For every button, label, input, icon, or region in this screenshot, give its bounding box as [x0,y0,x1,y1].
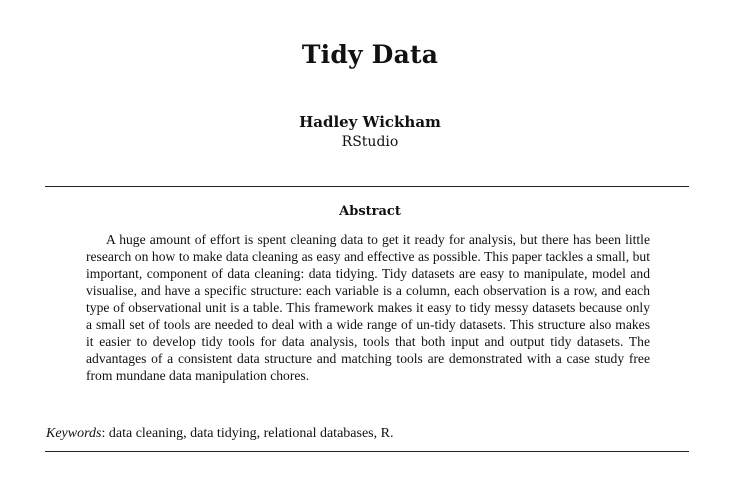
author-name: Hadley Wickham [299,113,441,131]
bottom-divider [45,451,689,452]
author-affiliation: RStudio [341,134,399,150]
top-divider [45,186,689,187]
keywords-values: data cleaning, data tidying, relational … [108,426,394,441]
abstract-text: A huge amount of effort is spent cleanin… [86,232,650,383]
paper-title: Tidy Data [301,40,439,69]
abstract-heading: Abstract [339,204,401,219]
keywords-line: Keywords: data cleaning, data tidying, r… [46,426,690,442]
keywords-label: Keywords [46,426,102,441]
keywords-separator: : [101,426,109,441]
